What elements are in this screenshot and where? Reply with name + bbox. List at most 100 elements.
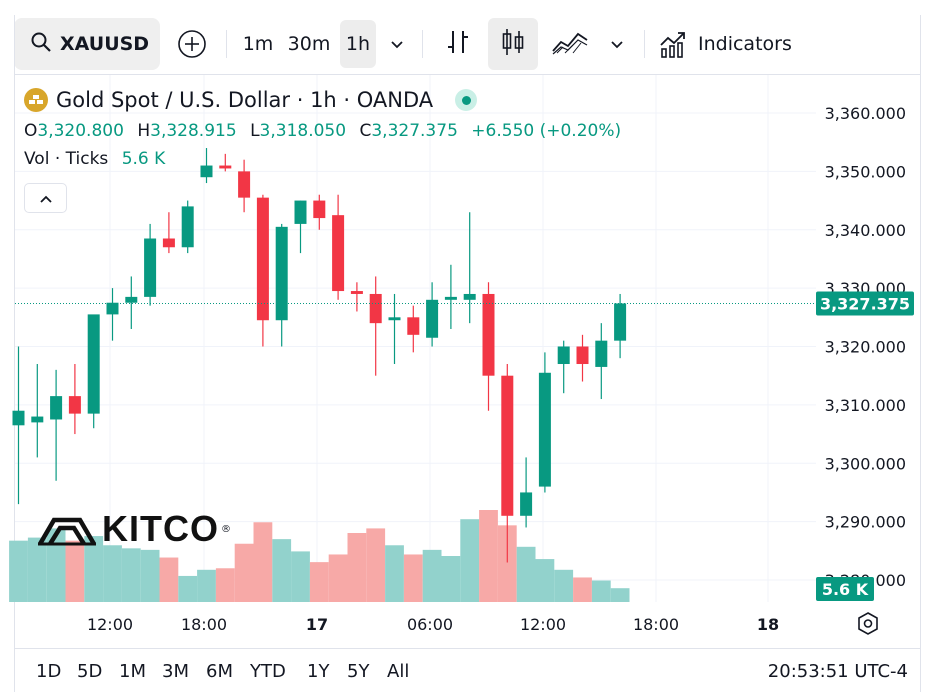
price-scale: 3,360.0003,350.0003,340.0003,330.0003,32… xyxy=(816,104,914,601)
collapse-legend-button[interactable] xyxy=(24,183,67,213)
interval-dropdown-button[interactable] xyxy=(384,26,410,62)
symbol-search-button[interactable]: XAUUSD xyxy=(14,18,160,70)
candle-body xyxy=(313,200,326,219)
add-compare-icon xyxy=(177,29,207,64)
volume-legend: Vol · Ticks 5.6 K xyxy=(24,144,629,174)
chevron-down-icon xyxy=(610,33,624,55)
volume-bar xyxy=(159,557,179,602)
chart-type-dropdown-button[interactable] xyxy=(604,26,630,62)
candles xyxy=(12,148,627,563)
chart-legend: Gold Spot / U.S. Dollar · 1h · OANDA O3,… xyxy=(24,84,629,174)
candle-body xyxy=(162,238,175,248)
close-label: C xyxy=(359,121,372,141)
volume-bar xyxy=(328,554,348,602)
kitco-watermark: KITCO ® xyxy=(36,508,231,550)
range-ytd-button[interactable]: YTD xyxy=(250,661,286,682)
volume-bar xyxy=(234,543,254,602)
chevron-up-icon xyxy=(39,189,53,208)
range-3m-button[interactable]: 3M xyxy=(162,661,189,682)
area-chart-button[interactable] xyxy=(550,26,590,62)
volume-bar xyxy=(535,559,555,602)
settings-center xyxy=(863,619,873,628)
time-scale-divider xyxy=(14,648,920,649)
candle-body xyxy=(50,396,63,420)
bar-chart-icon xyxy=(446,29,470,60)
interval-30m-button[interactable]: 30m xyxy=(287,33,331,55)
candle-body xyxy=(576,346,589,365)
price-label: 3,320.000 xyxy=(825,338,906,357)
toolbar-separator xyxy=(644,30,645,58)
candles-button[interactable] xyxy=(488,18,538,70)
volume-bar xyxy=(573,577,592,602)
last-price-tag xyxy=(816,291,914,316)
candle-body xyxy=(557,346,570,365)
settings-icon[interactable] xyxy=(858,612,878,635)
frame-right-border xyxy=(920,15,921,692)
volume-bar xyxy=(422,549,442,602)
close-value: 3,327.375 xyxy=(371,121,458,141)
chevron-down-icon xyxy=(390,33,404,55)
volume-bar xyxy=(497,525,517,602)
volume-bar xyxy=(65,540,85,602)
time-label: 06:00 xyxy=(407,615,453,634)
volume-value: 5.6 K xyxy=(121,149,166,169)
candle-body xyxy=(200,165,213,178)
volume-bar xyxy=(591,580,611,602)
candle-body xyxy=(106,302,119,315)
candle-body xyxy=(181,206,194,248)
range-1d-button[interactable]: 1D xyxy=(36,661,62,682)
candle-body xyxy=(144,238,157,297)
interval-1h-button[interactable]: 1h xyxy=(340,20,376,68)
candle-body xyxy=(444,296,457,300)
candle-body xyxy=(407,317,420,335)
high-value: 3,328.915 xyxy=(150,121,237,141)
legend-title[interactable]: Gold Spot / U.S. Dollar · 1h · OANDA xyxy=(56,88,434,112)
volume-bar xyxy=(403,554,423,602)
range-1y-button[interactable]: 1Y xyxy=(307,661,330,682)
price-label: 3,360.000 xyxy=(825,104,906,123)
range-all-button[interactable]: All xyxy=(387,661,410,682)
volume-bar xyxy=(479,510,498,602)
time-label: 12:00 xyxy=(87,615,133,634)
range-1m-button[interactable]: 1M xyxy=(119,661,146,682)
candle-body xyxy=(238,171,251,198)
gold-logo-icon xyxy=(24,88,48,112)
candles-icon xyxy=(501,28,525,61)
volume-bar xyxy=(46,528,66,602)
candle-body xyxy=(369,293,382,324)
add-compare-button[interactable] xyxy=(176,29,208,64)
market-status-icon[interactable] xyxy=(455,89,478,111)
volume-bar xyxy=(366,528,386,602)
time-label: 18:00 xyxy=(633,615,679,634)
last-volume-label: 5.6 K xyxy=(822,580,869,599)
toolbar-separator xyxy=(422,30,423,58)
interval-1m-button[interactable]: 1m xyxy=(242,33,274,55)
candle-body xyxy=(12,410,25,426)
volume-bar xyxy=(554,569,574,602)
volume-bar xyxy=(103,545,122,602)
time-label: 12:00 xyxy=(520,615,566,634)
clock-timezone[interactable]: 20:53:51 UTC-4 xyxy=(767,661,908,682)
open-value: 3,320.800 xyxy=(37,121,124,141)
volume-label[interactable]: Vol · Ticks xyxy=(24,149,109,169)
bar-chart-button[interactable] xyxy=(442,26,474,62)
indicators-button[interactable]: Indicators xyxy=(658,24,804,64)
range-5d-button[interactable]: 5D xyxy=(77,661,103,682)
area-chart-icon xyxy=(551,29,589,60)
volume-bar xyxy=(291,551,310,602)
candle-body xyxy=(426,299,439,338)
volume-bar xyxy=(253,522,273,602)
toolbar-separator xyxy=(226,30,227,58)
candle-body xyxy=(294,200,307,224)
volume-bar xyxy=(516,546,536,602)
frame-left-border xyxy=(14,15,15,692)
candle-body xyxy=(87,314,100,414)
low-label: L xyxy=(250,121,260,141)
kitco-logo-icon xyxy=(36,512,98,546)
change-value: +6.550 (+0.20%) xyxy=(471,121,622,141)
volume-bar xyxy=(309,562,329,602)
range-5y-button[interactable]: 5Y xyxy=(347,661,370,682)
range-6m-button[interactable]: 6M xyxy=(206,661,233,682)
symbol-label: XAUUSD xyxy=(60,33,150,55)
